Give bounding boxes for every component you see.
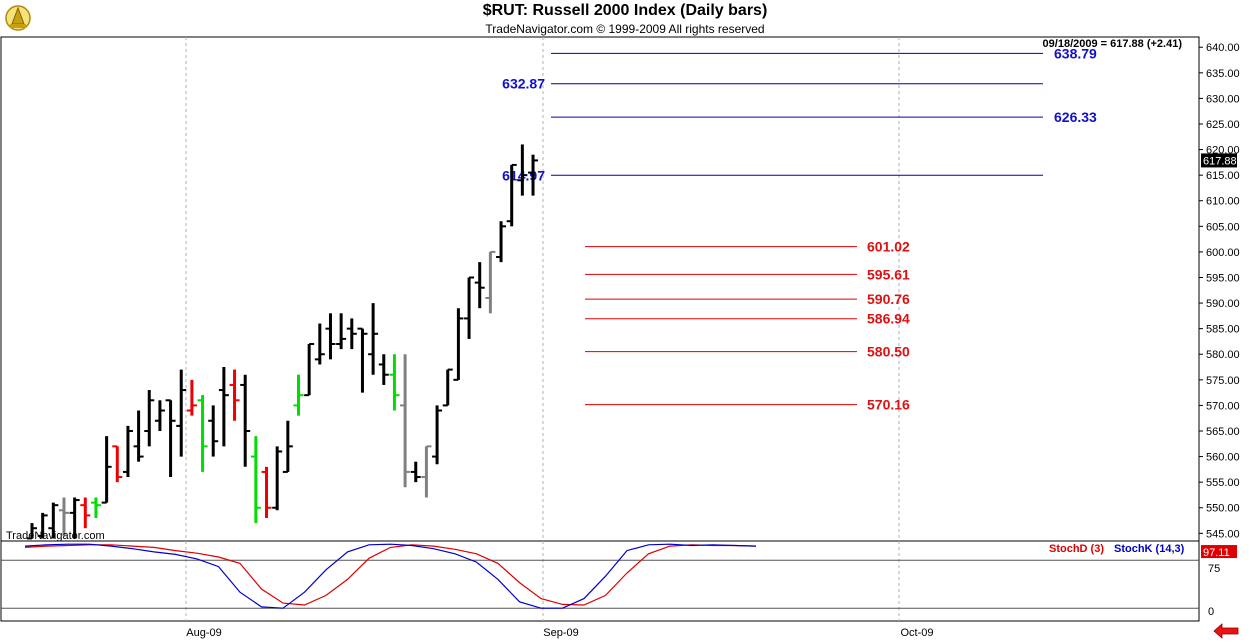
y-tick-label: 615.00	[1206, 170, 1240, 182]
indicator-tick-75: 75	[1208, 563, 1220, 575]
price-axis: 545.00 550.00 555.00 560.00 565.00 570.00 575.…	[1199, 42, 1240, 540]
last-quote-label: 09/18/2009 = 617.88 (+2.41)	[1043, 38, 1183, 50]
last-value-label: 617.88	[1203, 155, 1237, 167]
level-label: 586.94	[867, 311, 910, 327]
indicator-last-label: 97.11	[1203, 547, 1230, 559]
y-tick-label: 570.00	[1206, 400, 1240, 412]
stochk-line	[24, 543, 757, 609]
y-tick-label: 595.00	[1206, 272, 1240, 284]
y-tick-label: 580.00	[1206, 349, 1240, 361]
stochd-legend: StochD (3)	[1049, 543, 1104, 555]
date-axis: Aug-09 Sep-09 Oct-09	[186, 627, 933, 639]
y-tick-label: 550.00	[1206, 503, 1240, 515]
price-panel	[0, 36, 1200, 542]
indicator-panel	[0, 540, 1200, 622]
last-value-box	[1201, 153, 1237, 168]
level-label: 570.16	[867, 397, 910, 413]
date-tick-label: Aug-09	[186, 627, 221, 639]
y-tick-label: 560.00	[1206, 452, 1240, 464]
y-tick-label: 590.00	[1206, 298, 1240, 310]
level-label: 601.02	[867, 239, 910, 255]
price-bars	[27, 144, 539, 540]
level-label: 595.61	[867, 266, 910, 282]
level-label: 580.50	[867, 344, 910, 360]
stochd-line	[24, 544, 757, 606]
level-label: 632.87	[502, 76, 545, 92]
chart-copyright: TradeNavigator.com © 1999-2009 All right…	[485, 22, 765, 36]
stochk-legend: StochK (14,3)	[1114, 543, 1185, 555]
logo-icon	[5, 5, 31, 31]
y-tick-label: 585.00	[1206, 324, 1240, 336]
y-tick-label: 555.00	[1206, 477, 1240, 489]
chart-title: $RUT: Russell 2000 Index (Daily bars)	[482, 2, 768, 19]
y-tick-label: 565.00	[1206, 426, 1240, 438]
y-tick-label: 575.00	[1206, 375, 1240, 387]
y-tick-label: 630.00	[1206, 93, 1240, 105]
y-tick-label: 640.00	[1206, 42, 1240, 54]
level-label: 638.79	[1054, 45, 1097, 61]
watermark-text: TradeNavigator.com	[6, 530, 105, 542]
y-tick-label: 625.00	[1206, 119, 1240, 131]
y-tick-label: 635.00	[1206, 68, 1240, 80]
y-tick-label: 545.00	[1206, 528, 1240, 540]
y-tick-label: 610.00	[1206, 196, 1240, 208]
date-tick-label: Sep-09	[543, 627, 578, 639]
indicator-last-box	[1201, 545, 1237, 559]
indicator-tick-0: 0	[1208, 606, 1214, 618]
date-tick-label: Oct-09	[900, 627, 933, 639]
level-label: 626.33	[1054, 109, 1097, 125]
scroll-left-button[interactable]	[1212, 623, 1240, 639]
grid	[185, 37, 900, 621]
level-label: 590.76	[867, 291, 910, 307]
stochastic-lines: 97.11	[1, 543, 1237, 609]
y-tick-label: 600.00	[1206, 247, 1240, 259]
y-tick-label: 605.00	[1206, 221, 1240, 233]
level-lines: 638.79632.87626.33614.97601.02595.61590.…	[502, 45, 1097, 412]
